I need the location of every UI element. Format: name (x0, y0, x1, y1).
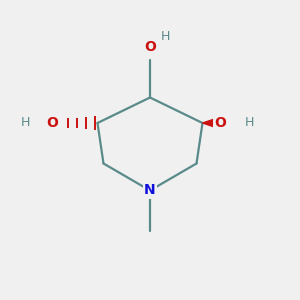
Text: O: O (214, 116, 226, 130)
Text: H: H (160, 31, 170, 44)
Polygon shape (202, 117, 220, 129)
Text: H: H (244, 116, 254, 130)
Text: O: O (46, 116, 58, 130)
Text: O: O (144, 40, 156, 54)
Text: N: N (144, 184, 156, 197)
Text: H: H (21, 116, 30, 130)
